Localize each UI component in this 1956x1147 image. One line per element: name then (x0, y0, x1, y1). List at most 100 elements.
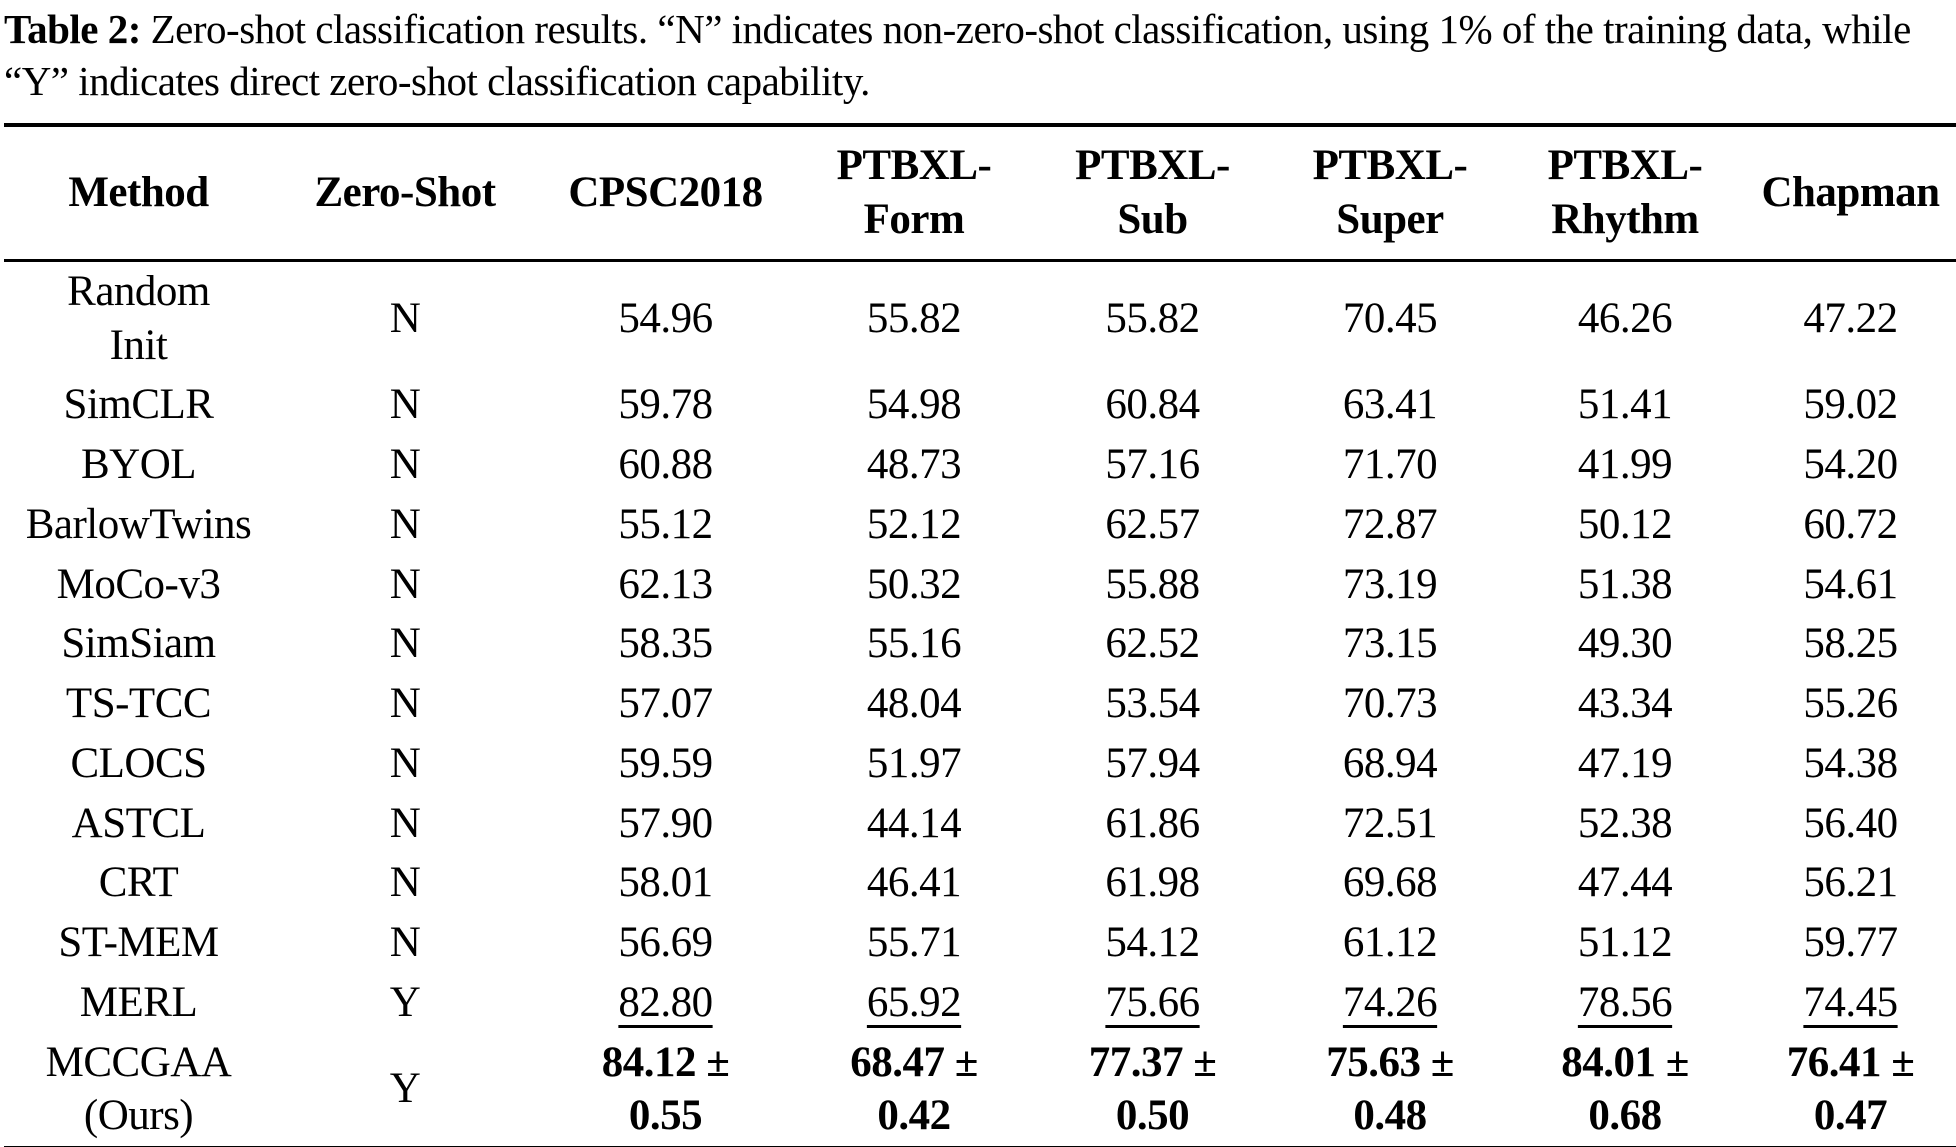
value-cell: 57.94 (1105, 739, 1200, 787)
method-cell: CLOCS (4, 734, 273, 794)
header-label: PTBXL- (836, 142, 992, 190)
header-label: PTBXL- (1312, 142, 1468, 190)
value-cell: 62.57 (1105, 500, 1200, 548)
table-row: CRT N 58.01 46.41 61.98 69.68 47.44 56.21 (4, 853, 1956, 913)
value-cell: 74.26 (1271, 973, 1509, 1033)
value-cell: 70.45 (1342, 294, 1438, 342)
table-row: BYOL N 60.88 48.73 57.16 71.70 41.99 54.20 (4, 435, 1956, 495)
method-cell: MoCo-v3 (4, 555, 273, 615)
underlined-value: 74.45 (1803, 978, 1898, 1026)
value-cell: 62.52 (1105, 620, 1200, 668)
zero-shot-cell: N (389, 680, 421, 728)
table-header: Method Zero-Shot CPSC2018 PTBXL- Form PT… (4, 125, 1956, 262)
value-cell: 61.86 (1105, 799, 1200, 847)
zero-shot-cell: N (389, 441, 421, 489)
value-cell: 62.13 (618, 560, 713, 608)
value-cell: 54.38 (1803, 739, 1898, 787)
value-cell: 59.78 (618, 381, 713, 429)
value-line: 84.01 ± (1561, 1038, 1689, 1086)
value-cell: 82.80 (537, 973, 794, 1033)
value-cell: 68.94 (1342, 739, 1438, 787)
value-line: 0.48 (1353, 1092, 1427, 1140)
method-label: MoCo-v3 (56, 560, 221, 608)
zero-shot-cell: Y (389, 1065, 421, 1113)
table-row: TS-TCC N 57.07 48.04 53.54 70.73 43.34 55.26 (4, 674, 1956, 734)
table-body: Random Init N 54.96 55.82 55.82 70.45 46.26 47.2… (4, 260, 1956, 1147)
value-cell: 52.38 (1577, 799, 1673, 847)
method-cell: ASTCL (4, 794, 273, 854)
zero-shot-cell: N (389, 381, 421, 429)
table-row: MoCo-v3 N 62.13 50.32 55.88 73.19 51.38 54.61 (4, 555, 1956, 615)
value-cell: 59.02 (1803, 381, 1898, 429)
table-row: Random Init N 54.96 55.82 55.82 70.45 46.26 47.2… (4, 260, 1956, 375)
value-cell: 47.44 (1577, 859, 1673, 907)
method-cell: CRT (4, 853, 273, 913)
caption-label: Table 2: (4, 6, 141, 52)
col-header-method: Method (4, 125, 273, 262)
header-label: Form (863, 196, 965, 244)
value-line: 77.37 ± (1088, 1038, 1217, 1086)
table-row: MCCGAA (Ours) Y 84.12 ± 0.55 68.47 ± 0.42 77.37… (4, 1033, 1956, 1147)
value-cell: 54.12 (1105, 919, 1200, 967)
value-cell: 54.61 (1803, 560, 1898, 608)
value-cell: 60.84 (1105, 381, 1200, 429)
value-cell: 73.15 (1342, 620, 1438, 668)
value-cell: 55.82 (1105, 294, 1200, 342)
header-label: Rhythm (1551, 196, 1699, 244)
method-cell: BYOL (4, 435, 273, 495)
method-label: Random (67, 267, 210, 315)
value-cell: 61.12 (1342, 919, 1438, 967)
col-header-ptbxl-super: PTBXL- Super (1271, 125, 1509, 262)
value-cell: 46.41 (866, 859, 962, 907)
results-table: Method Zero-Shot CPSC2018 PTBXL- Form PT… (4, 123, 1956, 1147)
value-cell: 60.88 (618, 441, 713, 489)
value-cell: 78.56 (1509, 973, 1741, 1033)
value-line: 0.68 (1588, 1092, 1662, 1140)
method-label: CLOCS (70, 739, 207, 787)
value-cell: 59.59 (618, 739, 713, 787)
value-cell: 72.87 (1342, 500, 1438, 548)
value-cell: 56.40 (1803, 799, 1898, 847)
value-cell: 54.20 (1803, 441, 1898, 489)
method-label: Init (109, 321, 168, 369)
value-cell: 77.37 ± 0.50 (1034, 1033, 1271, 1147)
value-cell: 56.69 (618, 919, 713, 967)
col-header-ptbxl-form: PTBXL- Form (794, 125, 1034, 262)
table-row: SimSiam N 58.35 55.16 62.52 73.15 49.30 58.25 (4, 614, 1956, 674)
header-label: Sub (1117, 196, 1188, 244)
zero-shot-cell: N (389, 294, 421, 342)
value-cell: 47.19 (1577, 739, 1673, 787)
zero-shot-cell: Y (389, 978, 421, 1026)
value-line: 84.12 ± (601, 1038, 730, 1086)
value-cell: 44.14 (866, 799, 962, 847)
value-cell: 63.41 (1342, 381, 1438, 429)
header-label: PTBXL- (1547, 142, 1703, 190)
underlined-value: 65.92 (866, 978, 962, 1026)
value-cell: 84.12 ± 0.55 (537, 1033, 794, 1147)
value-cell: 41.99 (1577, 441, 1673, 489)
value-cell: 60.72 (1803, 500, 1898, 548)
value-cell: 57.90 (618, 799, 713, 847)
zero-shot-cell: N (389, 620, 421, 668)
table-row: MERL Y 82.80 65.92 75.66 74.26 78.56 74.45 (4, 973, 1956, 1033)
value-cell: 57.16 (1105, 441, 1200, 489)
col-header-ptbxl-rhythm: PTBXL- Rhythm (1509, 125, 1741, 262)
zero-shot-cell: N (389, 500, 421, 548)
value-line: 0.55 (628, 1092, 703, 1140)
method-label: MERL (79, 978, 198, 1026)
value-cell: 54.98 (866, 381, 962, 429)
value-cell: 55.82 (866, 294, 962, 342)
value-cell: 55.12 (618, 500, 713, 548)
value-cell: 76.41 ± 0.47 (1741, 1033, 1956, 1147)
zero-shot-cell: N (389, 919, 421, 967)
method-cell: SimSiam (4, 614, 273, 674)
value-cell: 51.12 (1577, 919, 1673, 967)
value-line: 75.63 ± (1326, 1038, 1454, 1086)
value-cell: 52.12 (866, 500, 962, 548)
method-label: (Ours) (83, 1092, 194, 1140)
method-label: CRT (98, 859, 179, 907)
value-line: 0.50 (1115, 1092, 1190, 1140)
value-cell: 84.01 ± 0.68 (1509, 1033, 1741, 1147)
value-line: 68.47 ± (850, 1038, 978, 1086)
